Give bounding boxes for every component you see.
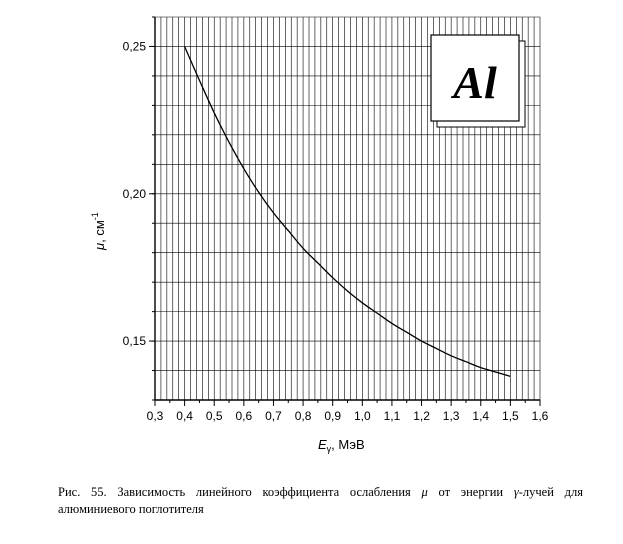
x-tick-label: 0,4 <box>176 409 193 423</box>
x-tick-label: 1,0 <box>354 409 371 423</box>
material-badge: Al <box>430 34 526 128</box>
x-tick-label: 0,6 <box>236 409 253 423</box>
y-tick-label: 0,15 <box>123 334 147 348</box>
attenuation-chart: 0,3 0,4 0,5 0,6 0,7 0,8 0,9 1,0 1,1 1,2 1,3 1,4 1,5 1… <box>90 16 549 454</box>
badge-label: Al <box>450 57 497 108</box>
x-tick-label: 1,5 <box>502 409 519 423</box>
series-line <box>184 46 511 378</box>
y-tick-label: 0,25 <box>123 39 147 53</box>
tick-marks <box>149 16 541 406</box>
x-tick-label: 1,4 <box>472 409 489 423</box>
y-tick-label: 0,20 <box>123 187 147 201</box>
x-tick-label: 0,7 <box>265 409 282 423</box>
x-tick-label: 1,3 <box>443 409 460 423</box>
x-tick-label: 1,1 <box>384 409 401 423</box>
x-tick-label: 0,8 <box>295 409 312 423</box>
x-tick-label: 0,3 <box>147 409 164 423</box>
tick-labels: 0,3 0,4 0,5 0,6 0,7 0,8 0,9 1,0 1,1 1,2 1,3 1,4 1,5 1… <box>123 39 549 423</box>
x-axis-label: Eγ, МэВ <box>318 437 365 454</box>
x-tick-label: 0,9 <box>324 409 341 423</box>
x-tick-label: 0,5 <box>206 409 223 423</box>
x-tick-label: 1,6 <box>532 409 549 423</box>
figure-caption: Рис. 55. Зависимость линейного коэффицие… <box>58 485 583 516</box>
y-axis-label: μ, см-1 <box>90 212 107 251</box>
x-tick-label: 1,2 <box>413 409 430 423</box>
